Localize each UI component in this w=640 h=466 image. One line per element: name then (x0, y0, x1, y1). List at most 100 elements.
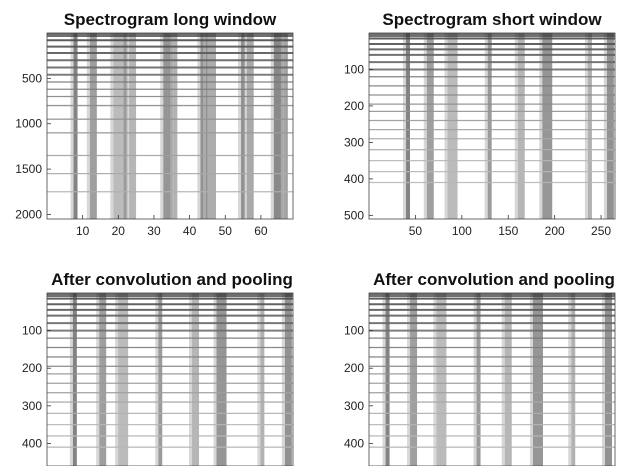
column-band-edge (280, 33, 284, 219)
x-tick-label: 250 (591, 224, 611, 238)
plot-area-2: 100 200 300 400 500 50 100 150 200 250 (344, 32, 616, 238)
y-tick-label: 300 (22, 399, 42, 413)
column-band-edge (568, 293, 572, 466)
y-tick-label: 100 (344, 62, 364, 76)
y-tick-label: 2000 (15, 207, 42, 221)
column-band-edge (160, 33, 164, 219)
column-band-edge (238, 33, 242, 219)
column-band (504, 293, 512, 466)
y-tick-label: 400 (22, 436, 42, 450)
column-band (426, 33, 434, 219)
chart-title: After convolution and pooling (51, 270, 293, 289)
column-band (158, 293, 163, 466)
column-band-edge (514, 33, 518, 219)
column-band (113, 33, 124, 219)
column-band (436, 293, 447, 466)
column-band-edge (602, 293, 606, 466)
column-band (587, 33, 592, 219)
column-band-edge (189, 293, 193, 466)
column-band-edge (603, 33, 607, 219)
plot-area-3: 100 200 300 400 (22, 292, 294, 466)
column-band (163, 33, 174, 219)
column-band-edge (539, 33, 543, 219)
column-band (273, 33, 284, 219)
column-band (447, 33, 458, 219)
column-band-edge (96, 293, 100, 466)
y-tick-label: 1000 (15, 117, 42, 131)
column-band-edge (433, 293, 437, 466)
column-band-edge (529, 293, 533, 466)
column-band (405, 33, 410, 219)
column-band-edge (444, 33, 448, 219)
column-band (606, 33, 614, 219)
column-band (73, 33, 78, 219)
y-tick-label: 300 (344, 135, 364, 149)
column-band-edge (257, 293, 261, 466)
y-tick-label: 200 (344, 361, 364, 375)
column-band (385, 293, 390, 466)
column-band (192, 293, 200, 466)
plot-area-1: 500 1000 1500 2000 10 20 30 40 50 60 (15, 32, 294, 238)
column-band-edge (120, 33, 124, 219)
y-tick-label: 500 (22, 71, 42, 85)
x-tick-label: 30 (147, 224, 161, 238)
column-band-edge (70, 33, 74, 219)
column-band (89, 33, 97, 219)
plot-frame (368, 32, 616, 220)
x-tick-label: 150 (498, 224, 518, 238)
top-band (47, 33, 293, 37)
top-band (369, 33, 615, 37)
column-band-edge (382, 293, 386, 466)
column-band-edge (155, 293, 159, 466)
x-tick-label: 50 (409, 224, 423, 238)
y-tick-label: 400 (344, 172, 364, 186)
column-band (487, 33, 492, 219)
column-band-edge (86, 33, 90, 219)
chart-title: After convolution and pooling (373, 270, 615, 289)
y-tick-label: 100 (344, 324, 364, 338)
x-tick-label: 20 (112, 224, 126, 238)
column-band (118, 293, 129, 466)
column-band (72, 293, 77, 466)
top-band (369, 293, 615, 297)
chart-title: Spectrogram short window (382, 10, 602, 29)
top-band (47, 293, 293, 297)
column-band (129, 33, 137, 219)
column-band-edge (203, 33, 206, 219)
column-band (173, 33, 178, 219)
column-band (283, 33, 288, 219)
column-band-edge (407, 293, 411, 466)
column-band-edge (584, 33, 588, 219)
column-band (99, 293, 107, 466)
y-tick-label: 200 (22, 361, 42, 375)
column-band-edge (484, 33, 488, 219)
column-band-edge (115, 293, 119, 466)
column-band (206, 33, 216, 219)
column-band-edge (126, 33, 130, 219)
column-band-edge (473, 293, 477, 466)
column-band (476, 293, 481, 466)
column-band-edge (243, 33, 247, 219)
column-band-edge (213, 293, 217, 466)
y-tick-label: 1500 (15, 162, 42, 176)
column-band-edge (197, 33, 201, 219)
column-band-edge (423, 33, 427, 219)
x-tick-label: 50 (219, 224, 233, 238)
column-band-edge (270, 33, 274, 219)
column-band-edge (110, 33, 114, 219)
plot-frame (46, 292, 294, 466)
column-band (542, 33, 553, 219)
y-tick-label: 500 (344, 208, 364, 222)
y-tick-label: 300 (344, 399, 364, 413)
column-band (532, 293, 543, 466)
x-tick-label: 60 (254, 224, 268, 238)
column-band (246, 33, 254, 219)
column-band-edge (501, 293, 505, 466)
column-band-edge (69, 293, 73, 466)
column-band (284, 293, 292, 466)
column-band (216, 293, 227, 466)
column-band (571, 293, 576, 466)
plot-frame (46, 32, 294, 220)
column-band (241, 33, 246, 219)
